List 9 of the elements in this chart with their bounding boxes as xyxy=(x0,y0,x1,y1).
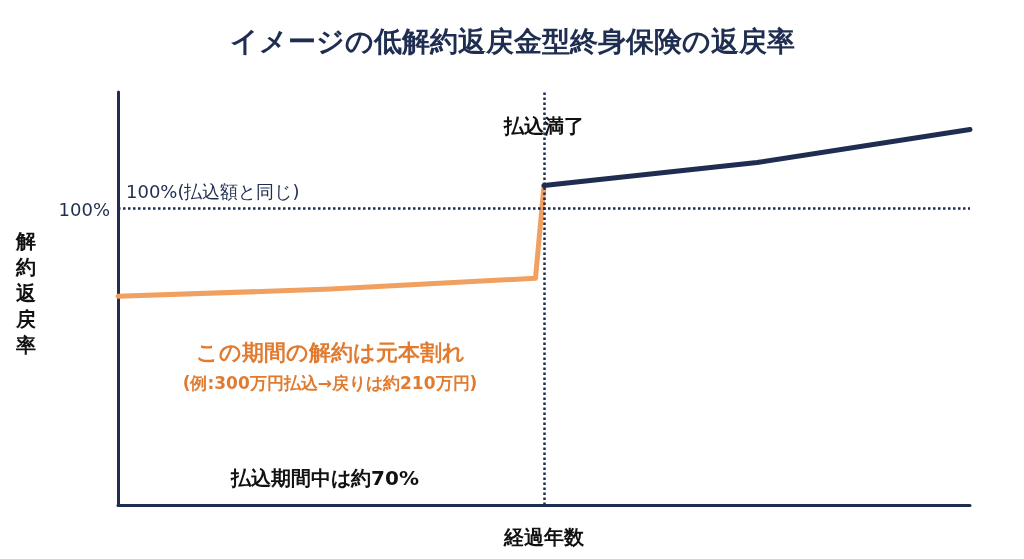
annotation: この期間の解約は元本割れ xyxy=(195,339,465,365)
x-axis-title: 経過年数 xyxy=(503,525,585,549)
annotation: 100%(払込額と同じ) xyxy=(126,181,300,203)
annotation: (例:300万円払込→戻りは約210万円) xyxy=(182,373,478,393)
y-axis-title: 解約返戻率 xyxy=(15,229,37,357)
chart-title: イメージの低解約返戻金型終身保険の返戻率 xyxy=(229,24,795,58)
text: 100% xyxy=(58,199,110,221)
annotation: 払込満了 xyxy=(503,114,584,138)
annotation: 払込期間中は約70% xyxy=(230,466,419,490)
